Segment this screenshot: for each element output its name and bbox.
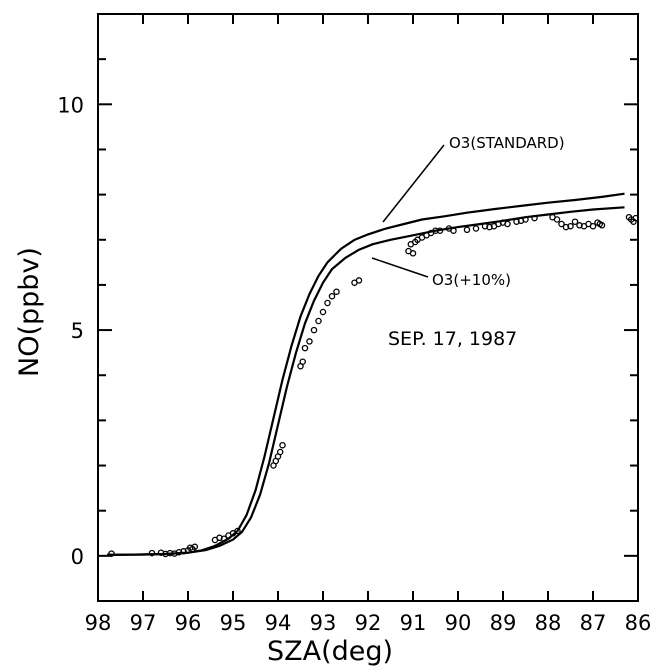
x-axis-ticks: 98 97 96 95 94 93 92 91 90 89 88 87 86 — [85, 14, 652, 635]
x-tick-label: 95 — [220, 611, 247, 635]
data-point — [108, 550, 115, 557]
y-tick-label: 10 — [57, 93, 84, 117]
annotation-leader-standard — [382, 144, 445, 223]
data-point — [463, 226, 471, 234]
data-point — [166, 549, 174, 557]
x-tick-label: 96 — [175, 611, 202, 635]
data-point — [531, 214, 538, 222]
data-point — [472, 225, 480, 232]
data-point — [319, 308, 327, 316]
data-point — [558, 220, 565, 228]
data-point — [553, 216, 561, 223]
annotation-date: SEP. 17, 1987 — [388, 328, 517, 350]
x-tick-label: 86 — [625, 611, 652, 635]
data-point — [324, 299, 331, 307]
data-point — [299, 358, 306, 365]
data-point — [276, 448, 284, 456]
data-point — [409, 250, 417, 257]
x-tick-label: 92 — [355, 611, 382, 635]
data-point — [148, 549, 156, 557]
data-point — [589, 222, 597, 230]
data-point — [632, 214, 640, 222]
data-point — [567, 222, 574, 230]
data-point — [436, 227, 444, 234]
x-tick-label: 94 — [265, 611, 292, 635]
data-point — [234, 527, 241, 535]
x-tick-label: 88 — [535, 611, 562, 635]
data-point — [191, 543, 199, 551]
y-axis-title: NO(ppbv) — [14, 247, 45, 377]
annotation-leader-plus10 — [371, 257, 429, 278]
x-tick-label: 91 — [400, 611, 427, 635]
annotation-standard: O3(STANDARD) — [449, 134, 565, 152]
x-tick-label: 90 — [445, 611, 472, 635]
data-point — [432, 227, 439, 234]
y-axis-ticks: 0 5 10 — [57, 58, 638, 569]
y-tick-label: 5 — [71, 319, 84, 343]
data-point — [315, 317, 322, 325]
x-tick-label: 93 — [310, 611, 337, 635]
data-point — [306, 338, 313, 345]
data-point — [279, 441, 286, 449]
data-point — [450, 227, 457, 234]
data-point — [301, 344, 309, 352]
data-point — [333, 288, 340, 295]
annotation-plus10: O3(+10%) — [432, 271, 511, 289]
y-tick-label: 0 — [71, 545, 84, 569]
data-point — [328, 292, 336, 300]
data-point — [598, 222, 606, 229]
data-point — [522, 216, 529, 223]
data-point — [310, 326, 318, 334]
data-point — [504, 220, 511, 228]
data-point — [220, 535, 228, 542]
model-curves — [106, 192, 625, 556]
observation-markers — [108, 213, 640, 558]
data-point — [355, 277, 363, 284]
x-tick-label: 98 — [85, 611, 112, 635]
plot-frame — [97, 13, 639, 602]
x-axis-title: SZA(deg) — [267, 636, 393, 667]
x-tick-label: 89 — [490, 611, 517, 635]
data-point — [571, 218, 579, 225]
x-tick-label: 97 — [130, 611, 157, 635]
series-line-standard — [106, 192, 625, 556]
series-line-plus10 — [106, 206, 625, 556]
x-tick-label: 87 — [580, 611, 607, 635]
